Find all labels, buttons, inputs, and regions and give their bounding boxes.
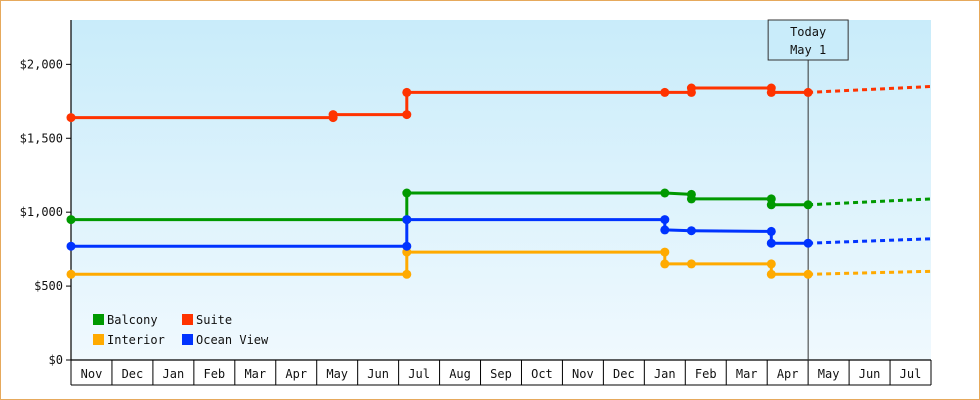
y-tick-label: $1,000 [20,205,63,219]
data-point [803,200,813,210]
data-point [660,225,670,235]
month-label: Feb [695,367,717,381]
series-forecast-line [808,85,932,94]
legend-label: Ocean View [196,333,269,347]
legend: Balcony Suite Interior Ocean View [93,313,269,347]
today-marker: Today May 1 [767,19,849,385]
legend-label: Suite [196,313,232,327]
series-forecast-line [808,237,932,245]
month-label: Aug [449,367,471,381]
legend-swatch [93,314,104,325]
data-point [328,110,338,120]
data-point [402,87,412,97]
series-ocean-view [66,215,932,251]
y-tick-label: $500 [34,279,63,293]
y-tick-label: $0 [49,353,63,367]
y-axis: $0 $500 $1,000 $1,500 $2,000 [20,20,72,367]
month-label: Jan [654,367,676,381]
data-point [402,215,412,225]
data-point [766,259,776,269]
data-point [66,241,76,251]
data-point [766,87,776,97]
data-point [766,269,776,279]
data-point [803,269,813,279]
data-point [660,188,670,198]
series-forecast-line [808,197,932,207]
legend-item-balcony: Balcony [93,313,158,327]
month-label: Nov [572,367,594,381]
data-point [686,83,696,93]
legend-item-interior: Interior [93,333,165,347]
data-point [766,200,776,210]
data-point [402,110,412,120]
legend-swatch [93,334,104,345]
plot-background [71,20,931,360]
x-axis: Nov Dec Jan Feb Mar Apr May Jun Jul Aug Sep Oct Nov D… [70,359,932,386]
month-label: Mar [244,367,266,381]
data-point [660,247,670,257]
month-label: Apr [285,367,307,381]
data-point [766,226,776,236]
month-label: Sep [490,367,512,381]
month-label: Jul [408,367,430,381]
legend-swatch [182,334,193,345]
data-point [66,113,76,123]
month-label: Nov [81,367,103,381]
month-label: Dec [122,367,144,381]
data-point [803,238,813,248]
month-label: Jan [163,367,185,381]
month-label: Feb [203,367,225,381]
series-interior [66,247,932,279]
series-suite [66,83,932,123]
month-label: Jun [859,367,881,381]
data-point [66,215,76,225]
today-date: May 1 [790,43,826,57]
y-tick-label: $2,000 [20,57,63,71]
month-label: May [818,367,840,381]
legend-item-suite: Suite [182,313,232,327]
data-point [660,87,670,97]
data-point [686,226,696,236]
month-label: Jul [900,367,922,381]
series-layer [66,83,932,279]
data-point [402,241,412,251]
legend-swatch [182,314,193,325]
data-point [803,87,813,97]
data-point [660,259,670,269]
legend-item-ocean-view: Ocean View [182,333,269,347]
data-point [66,269,76,279]
today-label: Today [790,25,826,39]
month-label: Dec [613,367,635,381]
series-forecast-line [808,269,932,276]
data-point [402,188,412,198]
month-label: Jun [367,367,389,381]
data-point [402,269,412,279]
month-label: Mar [736,367,758,381]
legend-label: Balcony [107,313,158,327]
data-point [766,238,776,248]
y-tick-label: $1,500 [20,131,63,145]
data-point [686,194,696,204]
data-point [660,215,670,225]
month-label: May [326,367,348,381]
legend-label: Interior [107,333,165,347]
month-label: Apr [777,367,799,381]
today-box [767,19,849,61]
month-label: Oct [531,367,553,381]
data-point [686,259,696,269]
